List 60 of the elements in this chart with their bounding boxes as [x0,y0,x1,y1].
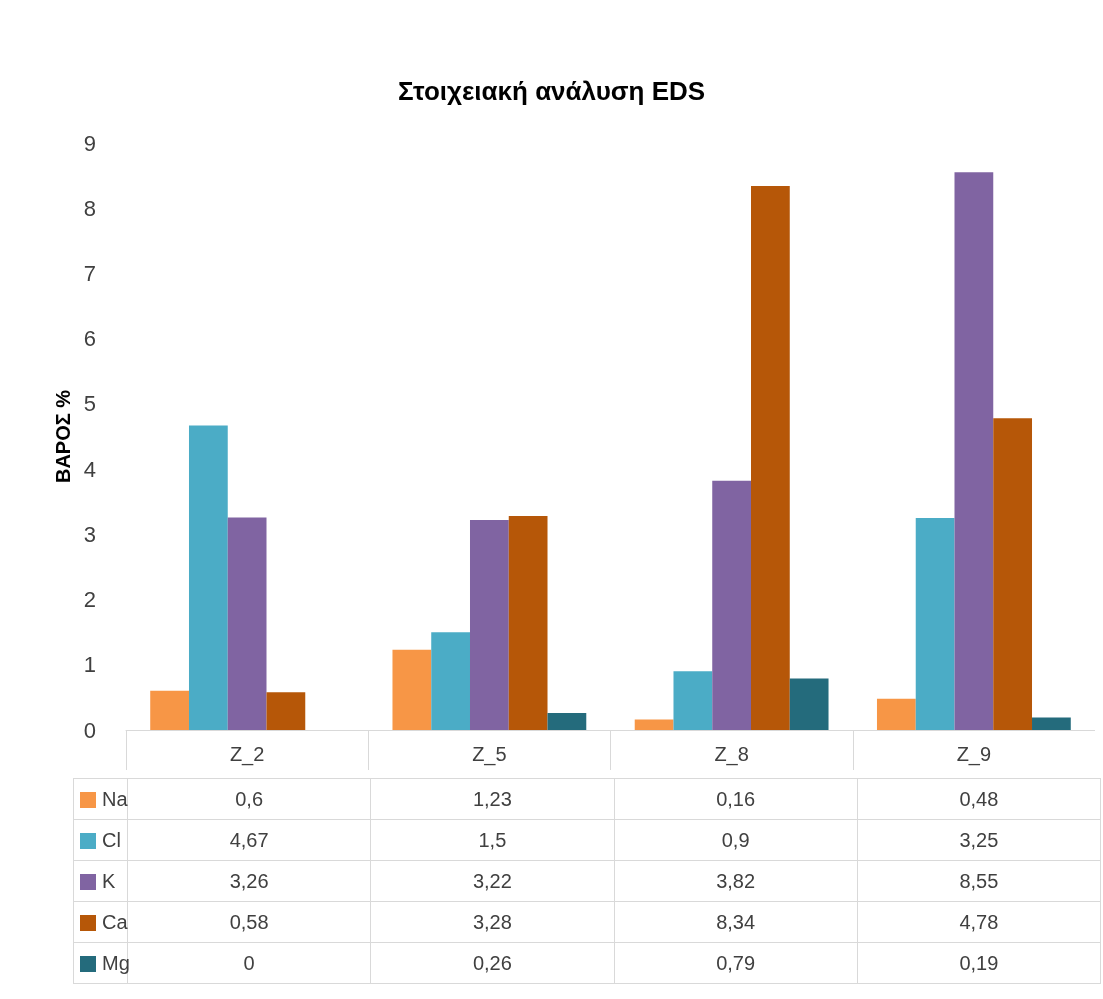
y-tick-label: 3 [83,521,96,547]
data-label: 1,23 [370,778,614,820]
data-label: 8,55 [857,860,1101,902]
y-tick-label: 2 [83,587,96,613]
data-label: 8,34 [614,901,858,943]
bar [431,632,470,730]
data-label: 3,26 [127,860,371,902]
bar [751,186,790,730]
data-label: 0,9 [614,819,858,861]
bar [876,698,916,730]
bar [470,519,509,730]
y-tick-label: 5 [83,391,96,417]
bar [392,649,432,730]
bar [547,713,587,730]
bar [789,678,829,730]
data-label: 0,6 [127,778,371,820]
data-label: 3,28 [370,901,614,943]
y-tick-label: 0 [83,717,96,743]
data-label: 0 [243,951,255,974]
data-label: 0,48 [857,778,1101,820]
bar [188,425,228,730]
bar [150,690,189,730]
bar [634,719,674,730]
bar [508,516,548,730]
data-label: 3,25 [857,819,1101,861]
y-tick-label: 4 [83,456,96,482]
bar [266,692,306,730]
data-label: 3,82 [614,860,858,902]
legend-label: Ca [102,911,128,934]
data-label: 0,58 [127,901,371,943]
x-tick-label: Z_5 [472,743,507,766]
data-label: 0,26 [370,942,614,984]
data-label: 0,79 [614,942,858,984]
bar [1032,717,1071,730]
data-label: 3,22 [370,860,614,902]
bar [227,517,267,730]
legend-label: Cl [102,829,121,852]
legend-label: Na [102,788,128,811]
data-label: 4,78 [857,901,1101,943]
y-tick-label: 9 [83,130,96,156]
x-tick-label: Z_2 [229,743,265,766]
data-label: 0,19 [857,942,1101,984]
data-label: 4,67 [127,819,371,861]
bar [993,418,1033,730]
y-axis-title: ΒΑΡΟΣ % [51,389,74,484]
legend-label: K [102,870,116,893]
x-tick-label: Z_9 [956,743,992,766]
x-tick-label: Z_8 [714,743,749,766]
bar [712,480,752,730]
chart-title: Στοιχειακή ανάλυση EDS [397,76,706,106]
y-tick-label: 6 [83,326,96,352]
y-tick-label: 7 [83,260,96,286]
y-tick-label: 1 [83,652,96,678]
data-label: 0,16 [614,778,858,820]
legend-label: Mg [102,952,130,975]
data-label: 1,5 [370,819,614,861]
y-tick-label: 8 [83,195,96,221]
bar [915,518,955,730]
bar [954,172,994,730]
bar [673,671,713,730]
